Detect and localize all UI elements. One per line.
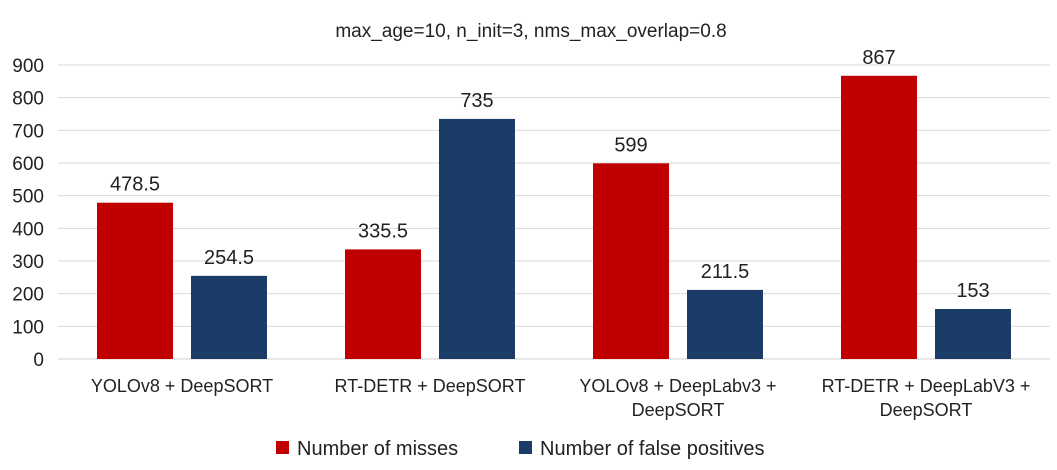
bar — [935, 309, 1011, 359]
chart-title: max_age=10, n_init=3, nms_max_overlap=0.… — [335, 21, 726, 42]
y-tick-label: 700 — [12, 121, 44, 142]
bar — [97, 202, 173, 359]
data-label: 153 — [956, 280, 989, 302]
legend-item: Number of false positives — [519, 438, 765, 460]
legend-item: Number of misses — [276, 438, 458, 460]
y-tick-label: 100 — [12, 317, 44, 338]
data-labels: 478.5 254.5 335.5 735 599 211.5 867 153 — [110, 47, 990, 302]
bars — [97, 75, 1011, 360]
data-label: 254.5 — [204, 247, 254, 269]
data-label: 478.5 — [110, 174, 160, 196]
x-tick-label: RT-DETR + DeepSORT — [335, 376, 526, 396]
data-label: 735 — [460, 90, 493, 112]
legend-label: Number of misses — [297, 438, 458, 460]
legend: Number of misses Number of false positive… — [276, 438, 765, 460]
bar — [345, 249, 421, 359]
y-tick-label: 300 — [12, 252, 44, 273]
y-tick-label: 800 — [12, 89, 44, 110]
y-tick-label: 400 — [12, 219, 44, 240]
x-tick-label: DeepSORT — [880, 400, 973, 420]
x-tick-label: YOLOv8 + DeepLabv3 + — [579, 376, 776, 396]
bar — [841, 75, 917, 359]
y-tick-label: 0 — [33, 350, 44, 371]
x-axis-category-labels: YOLOv8 + DeepSORT RT-DETR + DeepSORT YOLOv… — [91, 376, 1031, 420]
x-tick-label: YOLOv8 + DeepSORT — [91, 376, 273, 396]
bar — [439, 118, 515, 360]
bar — [593, 163, 669, 359]
legend-label: Number of false positives — [540, 438, 765, 460]
bar — [687, 289, 763, 359]
y-axis-tick-labels: 0 100 200 300 400 500 600 700 800 900 — [12, 56, 44, 371]
y-tick-label: 200 — [12, 285, 44, 306]
y-tick-label: 900 — [12, 56, 44, 77]
y-tick-label: 600 — [12, 154, 44, 175]
legend-swatch — [276, 441, 289, 454]
x-tick-label: RT-DETR + DeepLabV3 + — [822, 376, 1031, 396]
y-tick-label: 500 — [12, 187, 44, 208]
data-label: 211.5 — [701, 261, 750, 283]
data-label: 335.5 — [358, 220, 408, 242]
x-tick-label: DeepSORT — [632, 400, 725, 420]
data-label: 867 — [862, 47, 895, 69]
bar — [191, 275, 267, 359]
data-label: 599 — [614, 134, 647, 156]
legend-swatch — [519, 441, 532, 454]
